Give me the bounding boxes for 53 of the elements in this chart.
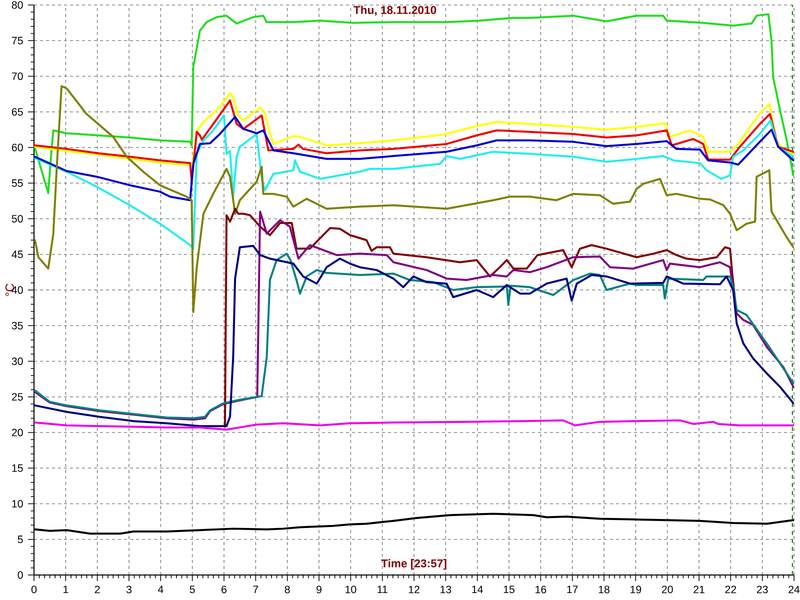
line-series [224, 208, 736, 428]
line-series [34, 114, 794, 250]
x-tick-label: 3 [126, 586, 132, 594]
line-series [34, 210, 794, 421]
x-tick-label: 23 [756, 586, 768, 594]
y-tick-label: 5 [18, 536, 23, 544]
line-series [34, 116, 794, 202]
x-axis-title: Time [23:57] [381, 559, 446, 570]
y-tick-label: 0 [18, 571, 23, 579]
x-tick-label: 21 [694, 586, 704, 594]
y-tick-label: 35 [12, 322, 23, 330]
y-tick-label: 25 [12, 393, 23, 401]
x-tick-label: 7 [253, 586, 258, 594]
x-tick-label: 8 [284, 586, 290, 594]
x-tick-label: 11 [378, 586, 388, 594]
y-tick-label: 30 [12, 357, 23, 366]
x-tick-label: 24 [788, 586, 800, 594]
x-tick-label: 5 [190, 586, 195, 594]
y-tick-label: 40 [12, 286, 23, 294]
x-tick-label: 10 [346, 586, 356, 594]
x-tick-label: 1 [64, 586, 68, 594]
x-tick-label: 16 [536, 586, 546, 594]
x-tick-label: 22 [725, 586, 736, 594]
x-tick-label: 4 [158, 586, 164, 594]
y-tick-label: 55 [12, 179, 23, 187]
line-series [34, 92, 794, 166]
y-tick-label: 70 [12, 72, 23, 80]
line-series [34, 99, 794, 183]
line-series [34, 85, 794, 314]
y-tick-label: 10 [12, 500, 23, 508]
y-tick-label: 50 [12, 214, 23, 223]
y-tick-label: 20 [12, 428, 23, 436]
x-tick-label: 20 [662, 586, 673, 594]
x-tick-label: 12 [408, 586, 420, 594]
x-tick-label: 14 [472, 586, 483, 594]
x-tick-label: 15 [504, 586, 514, 594]
y-tick-label: 45 [12, 250, 23, 258]
x-tick-label: 2 [94, 586, 100, 594]
x-tick-label: 19 [630, 586, 642, 594]
y-tick-label: 65 [12, 108, 23, 116]
y-tick-label: 60 [12, 144, 23, 152]
x-tick-label: 18 [598, 586, 610, 594]
x-tick-label: 17 [567, 586, 578, 594]
y-axis-title: °C [5, 284, 14, 296]
line-series [34, 419, 794, 431]
x-tick-label: 13 [440, 586, 452, 594]
y-tick-label: 75 [12, 36, 23, 44]
y-tick-label: 15 [12, 464, 23, 472]
x-tick-label: 0 [31, 586, 37, 594]
chart-title: Thu, 18.11.2010 [354, 6, 436, 16]
x-tick-label: 6 [222, 586, 226, 594]
x-tick-label: 9 [316, 586, 322, 594]
y-tick-label: 80 [12, 1, 23, 9]
